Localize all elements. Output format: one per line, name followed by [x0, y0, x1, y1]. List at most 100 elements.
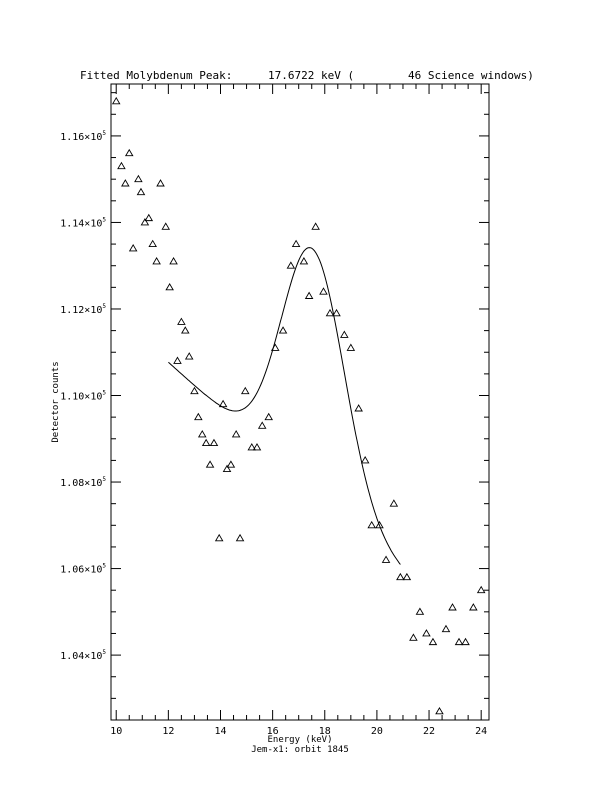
data-point — [389, 499, 399, 507]
data-point — [152, 256, 161, 265]
data-point — [291, 239, 301, 248]
data-point — [264, 412, 274, 421]
data-point — [144, 213, 154, 222]
data-point — [454, 637, 464, 646]
data-point — [124, 148, 134, 157]
data-point — [422, 629, 431, 637]
fit-curve — [168, 247, 401, 565]
data-point — [319, 287, 328, 295]
data-point — [111, 96, 121, 105]
data-point — [346, 343, 356, 351]
data-point — [156, 179, 165, 187]
y-tick-label: 1.08×105 — [60, 476, 106, 489]
data-point — [402, 572, 412, 581]
data-point — [134, 174, 143, 183]
y-tick-label: 1.04×105 — [60, 649, 106, 662]
data-point — [257, 421, 267, 429]
x-tick-label: 16 — [267, 726, 279, 737]
data-point — [235, 533, 245, 542]
data-point — [381, 555, 391, 563]
x-tick-label: 12 — [162, 726, 174, 737]
data-point — [325, 308, 335, 317]
data-point — [169, 256, 178, 265]
data-point — [136, 187, 146, 196]
data-point — [231, 430, 241, 438]
y-tick-label: 1.06×105 — [60, 563, 106, 576]
data-point — [270, 343, 280, 351]
data-point — [367, 520, 376, 529]
data-point — [286, 261, 296, 269]
data-point — [311, 222, 320, 230]
data-point — [428, 637, 438, 646]
x-tick-label: 22 — [423, 726, 435, 737]
y-tick-exponent: 5 — [102, 649, 106, 656]
x-tick-label: 24 — [475, 726, 487, 737]
chart-title-energy: 17.6722 keV ( — [268, 69, 354, 82]
data-point — [197, 430, 207, 438]
y-tick-mantissa: 1.16×10 — [60, 132, 102, 143]
y-tick-exponent: 5 — [102, 303, 106, 310]
data-point — [360, 456, 370, 464]
data-point — [184, 352, 194, 360]
data-point — [340, 330, 349, 338]
x-tick-label: 20 — [371, 726, 383, 737]
data-point — [148, 239, 157, 248]
data-point — [469, 603, 478, 611]
data-point — [128, 244, 138, 252]
x-tick-label: 10 — [110, 726, 122, 737]
data-point — [181, 326, 190, 334]
data-point — [354, 404, 363, 412]
plot-frame — [110, 83, 490, 721]
x-axis: 10 12 14 16 18 20 22 24 — [110, 84, 487, 737]
data-point — [194, 412, 203, 421]
data-point — [190, 386, 199, 395]
data-point — [218, 399, 228, 408]
chart-title-windows: 46 Science windows) — [408, 69, 534, 82]
data-point — [140, 218, 150, 226]
data-point — [252, 443, 262, 451]
data-point — [240, 386, 250, 395]
y-tick-exponent: 5 — [102, 563, 106, 570]
y-tick-label: 1.14×105 — [60, 216, 106, 229]
data-point — [201, 438, 211, 447]
data-point — [299, 256, 309, 265]
data-point — [165, 282, 174, 291]
data-point — [177, 317, 186, 325]
data-point — [415, 607, 425, 615]
data-points — [111, 96, 486, 715]
y-tick-mantissa: 1.10×10 — [60, 392, 102, 403]
chart-title: Fitted Molybdenum Peak: 17.6722 keV ( 46… — [80, 69, 534, 82]
y-axis: 1.04×1051.06×1051.08×1051.10×1051.12×105… — [60, 92, 489, 699]
data-point — [396, 572, 405, 581]
data-point — [222, 464, 232, 473]
data-point — [441, 624, 451, 633]
x-tick-label: 18 — [319, 726, 331, 737]
y-tick-mantissa: 1.08×10 — [60, 478, 102, 489]
chart-title-label: Fitted Molybdenum Peak: — [80, 69, 232, 82]
y-tick-label: 1.10×105 — [60, 390, 106, 403]
y-tick-exponent: 5 — [102, 216, 106, 223]
x-axis-title: Energy (keV) — [267, 735, 332, 745]
y-tick-mantissa: 1.06×10 — [60, 565, 102, 576]
data-point — [332, 308, 341, 317]
x-tick-label: 14 — [214, 726, 226, 737]
data-point — [161, 222, 171, 230]
data-point — [209, 438, 219, 447]
footer-orbit-label: Jem-x1: orbit 1845 — [251, 745, 349, 755]
data-point — [476, 585, 486, 594]
data-point — [247, 443, 257, 451]
data-point — [117, 161, 126, 170]
y-tick-exponent: 5 — [102, 390, 106, 397]
data-point — [461, 637, 470, 646]
y-axis-title: Detector counts — [51, 361, 61, 442]
data-point — [121, 179, 130, 187]
data-point — [435, 706, 444, 715]
data-point — [448, 603, 457, 611]
data-point — [226, 460, 236, 468]
data-point — [278, 326, 288, 334]
data-point — [173, 356, 182, 364]
y-tick-exponent: 5 — [102, 476, 106, 483]
y-tick-exponent: 5 — [102, 130, 106, 137]
y-tick-label: 1.16×105 — [60, 130, 106, 143]
